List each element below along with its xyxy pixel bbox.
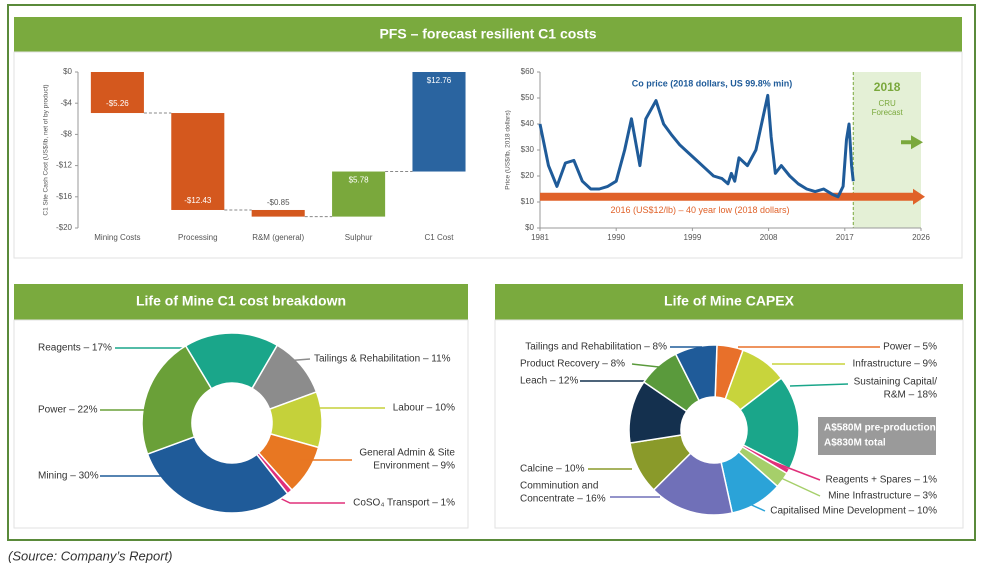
- annotation: A$580M pre-production: [824, 423, 936, 434]
- slice-label: Power – 5%: [883, 342, 937, 353]
- bar: [412, 72, 466, 172]
- value-label: $5.78: [349, 176, 370, 185]
- slice-label: Power – 22%: [38, 405, 98, 416]
- donut-slice: [739, 377, 800, 470]
- low-line-label: 2016 (US$12/lb) – 40 year low (2018 doll…: [610, 205, 789, 215]
- slice-label: General Admin & Site: [359, 448, 455, 459]
- y-axis-label: Price (US$/lb, 2018 dollars): [505, 110, 512, 189]
- donut-slice: [652, 452, 734, 516]
- forecast-sublabel: CRU: [878, 99, 896, 108]
- leader-line: [772, 461, 821, 481]
- source-note: (Source: Company’s Report): [8, 548, 173, 563]
- value-label: -$0.85: [267, 198, 290, 207]
- forecast-sublabel: Forecast: [872, 108, 904, 117]
- y-tick-label: $20: [521, 171, 535, 180]
- slice-label: Leach – 12%: [520, 376, 578, 387]
- y-tick-label: $50: [521, 93, 535, 102]
- y-axis-label: C1 Site Cash Cost (US$/lb, net of by pro…: [43, 84, 50, 215]
- value-label: -$5.26: [106, 99, 129, 108]
- slice-label: Infrastructure – 9%: [853, 359, 938, 370]
- bar: [90, 72, 144, 114]
- line-series: [538, 93, 855, 199]
- donut-slice: [674, 344, 718, 402]
- section-title: PFS – forecast resilient C1 costs: [379, 26, 596, 42]
- x-tick-label: 2026: [912, 233, 930, 242]
- y-tick-label: $0: [63, 67, 72, 76]
- y-tick-label: -$8: [60, 130, 72, 139]
- bar: [171, 113, 225, 210]
- x-tick-label: 2008: [760, 233, 778, 242]
- value-label: -$12.43: [184, 196, 212, 205]
- x-tick-label: 2017: [836, 233, 854, 242]
- x-tick-label: R&M (general): [252, 233, 304, 242]
- y-tick-label: $0: [525, 223, 534, 232]
- x-tick-label: Sulphur: [345, 233, 373, 242]
- annotation: A$830M total: [824, 438, 886, 449]
- x-tick-label: 1981: [531, 233, 549, 242]
- forecast-region: [853, 72, 921, 228]
- y-tick-label: -$12: [56, 161, 73, 170]
- leader-line: [631, 363, 669, 369]
- x-tick-label: 1990: [607, 233, 625, 242]
- slice-label: Capitalised Mine Development – 10%: [770, 506, 937, 517]
- series-label: Co price (2018 dollars, US 99.8% min): [632, 78, 793, 88]
- slice-label: Calcine – 10%: [520, 464, 585, 475]
- forecast-label: 2018: [874, 80, 901, 94]
- y-tick-label: -$16: [56, 192, 73, 201]
- slice-label: CoSO₄ Transport – 1%: [353, 498, 455, 509]
- slice-label: Product Recovery – 8%: [520, 359, 625, 370]
- panel: [13, 51, 963, 259]
- slice-label: Mining – 30%: [38, 471, 99, 482]
- leader-line: [271, 358, 311, 363]
- x-tick-label: 1999: [684, 233, 702, 242]
- chart-title: Life of Mine C1 cost breakdown: [136, 293, 346, 309]
- slice-label: Tailings & Rehabilitation – 11%: [314, 354, 451, 365]
- leader-line: [744, 501, 766, 512]
- annotation-box: [818, 417, 936, 455]
- x-tick-label: Processing: [178, 233, 218, 242]
- donut-slice: [146, 435, 289, 514]
- header-bar: [14, 17, 962, 52]
- bar: [251, 209, 305, 217]
- value-label: $12.76: [427, 76, 452, 85]
- header-bar: [14, 284, 468, 320]
- leader-line: [767, 471, 821, 497]
- slice-label: Sustaining Capital/: [854, 377, 938, 388]
- y-tick-label: $60: [521, 67, 535, 76]
- chart-title: Life of Mine CAPEX: [664, 293, 795, 309]
- leader-line: [789, 383, 849, 387]
- forecast-arrow: [901, 135, 923, 150]
- slice-label: Reagents – 17%: [38, 343, 112, 354]
- donut-slice: [141, 344, 213, 456]
- header-bar: [495, 284, 963, 320]
- y-tick-label: -$4: [60, 98, 72, 107]
- slice-label: R&M – 18%: [884, 390, 937, 401]
- slice-label: Reagents + Spares – 1%: [826, 475, 938, 486]
- y-tick-label: $10: [521, 197, 535, 206]
- x-tick-label: C1 Cost: [425, 233, 455, 242]
- slice-label: Tailings and Rehabilitation – 8%: [525, 342, 667, 353]
- slice-label: Environment – 9%: [373, 461, 455, 472]
- bar: [332, 171, 386, 217]
- slice-label: Labour – 10%: [393, 403, 455, 414]
- slice-label: Mine Infrastructure – 3%: [828, 491, 937, 502]
- y-tick-label: $30: [521, 145, 535, 154]
- y-tick-label: -$20: [56, 223, 73, 232]
- slice-label: Comminution and: [520, 481, 598, 492]
- frame: [7, 4, 976, 541]
- x-tick-label: Mining Costs: [94, 233, 140, 242]
- y-tick-label: $40: [521, 119, 535, 128]
- slice-label: Concentrate – 16%: [520, 494, 606, 505]
